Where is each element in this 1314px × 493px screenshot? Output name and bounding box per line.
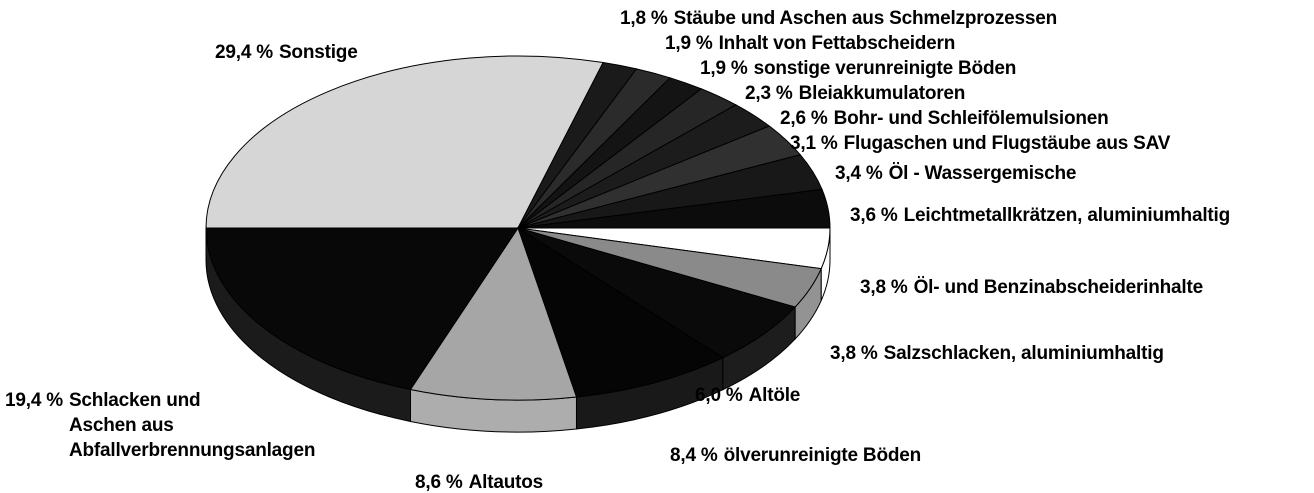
- slice: [517, 226, 724, 398]
- value-label: 1,8 %: [620, 8, 668, 29]
- value-label: 1,9 %: [700, 58, 748, 79]
- pie-tops: [205, 55, 831, 401]
- category-label: sonstige verunreinigte Böden: [753, 58, 1017, 79]
- category-label: Altautos: [468, 472, 544, 493]
- slice: [205, 227, 519, 391]
- value-label: 3,1 %: [790, 133, 838, 154]
- slice-label: 3,4 % Öl - Wassergemische: [835, 161, 1076, 186]
- category-label: Salzschlacken, aluminiumhaltig: [883, 343, 1164, 364]
- value-label: 2,3 %: [745, 83, 793, 104]
- category-label: Bleiakkumulatoren: [798, 83, 966, 104]
- slice-label: 8,4 % ölverunreinigte Böden: [670, 443, 921, 468]
- category-label: Flugaschen und Flugstäube aus SAV: [843, 133, 1171, 154]
- slice: [409, 226, 578, 401]
- slice-label: 3,6 % Leichtmetallkrätzen, aluminiumhalti…: [850, 203, 1230, 228]
- slice-label: 3,8 % Salzschlacken, aluminiumhaltig: [830, 341, 1164, 366]
- slice-label: 8,6 % Altautos: [415, 470, 543, 493]
- category-label: Leichtmetallkrätzen, aluminiumhaltig: [903, 205, 1231, 226]
- value-label: 3,4 %: [835, 163, 883, 184]
- category-label: Altöle: [748, 385, 801, 406]
- value-label: 8,4 %: [670, 445, 718, 466]
- slice-label: 6,0 % Altöle: [695, 383, 800, 408]
- value-label: 6,0 %: [695, 385, 743, 406]
- slice-label: 29,4 % Sonstige: [215, 40, 358, 65]
- value-label: 19,4 %: [5, 390, 63, 411]
- slice-label: 3,1 % Flugaschen und Flugstäube aus SAV: [790, 131, 1170, 156]
- slice: [205, 55, 604, 229]
- slice-label: 2,3 % Bleiakkumulatoren: [745, 81, 965, 106]
- category-label: ölverunreinigte Böden: [723, 445, 922, 466]
- category-label: Schlacken und Aschen aus Abfallverbrennu…: [68, 390, 316, 461]
- category-label: Öl - Wassergemische: [888, 163, 1077, 184]
- value-label: 3,8 %: [830, 343, 878, 364]
- value-label: 2,6 %: [780, 108, 828, 129]
- slice-label: 3,8 % Öl- und Benzinabscheiderinhalte: [860, 275, 1203, 300]
- value-label: 1,9 %: [665, 33, 713, 54]
- slice-label: 1,8 % Stäube und Aschen aus Schmelzprozes…: [620, 6, 1057, 31]
- category-label: Öl- und Benzinabscheiderinhalte: [913, 277, 1204, 298]
- slice-label: 1,9 % sonstige verunreinigte Böden: [700, 56, 1016, 81]
- category-label: Bohr- und Schleifölemulsionen: [833, 108, 1109, 129]
- slice-label: 2,6 % Bohr- und Schleifölemulsionen: [780, 106, 1109, 131]
- value-label: 8,6 %: [415, 472, 463, 493]
- slice-label: 1,9 % Inhalt von Fettabscheidern: [665, 31, 955, 56]
- value-label: 29,4 %: [215, 42, 273, 63]
- value-label: 3,6 %: [850, 205, 898, 226]
- value-label: 3,8 %: [860, 277, 908, 298]
- slice-label: 19,4 % Schlacken und Aschen aus Abfallver…: [5, 388, 315, 463]
- category-label: Inhalt von Fettabscheidern: [718, 33, 956, 54]
- category-label: Sonstige: [278, 42, 358, 63]
- category-label: Stäube und Aschen aus Schmelzprozessen: [673, 8, 1058, 29]
